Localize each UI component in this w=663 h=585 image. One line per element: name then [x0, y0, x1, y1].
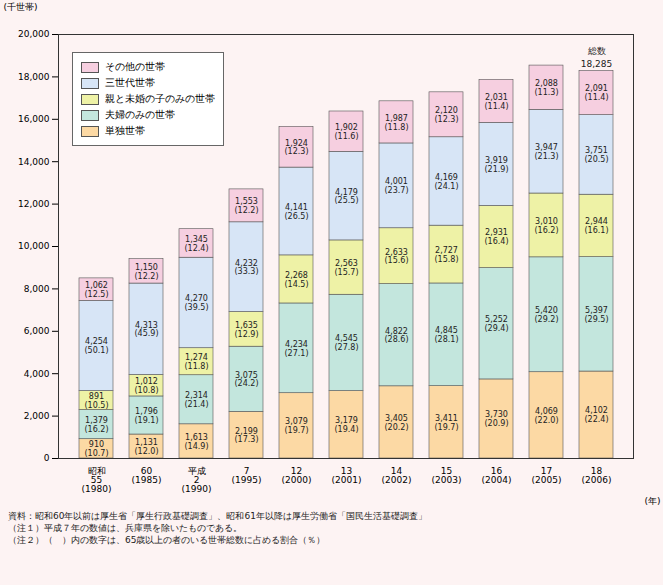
- svg-text:16,000: 16,000: [18, 114, 50, 124]
- svg-text:12,000: 12,000: [18, 199, 50, 209]
- svg-text:5,252(29.4): 5,252(29.4): [484, 315, 508, 333]
- svg-text:1,635(12.9): 1,635(12.9): [234, 321, 258, 339]
- svg-text:3,179(19.4): 3,179(19.4): [334, 416, 358, 434]
- svg-text:1,150(12.2): 1,150(12.2): [134, 263, 158, 281]
- svg-text:1,553(12.2): 1,553(12.2): [234, 197, 258, 215]
- svg-text:4,545(27.8): 4,545(27.8): [334, 334, 358, 352]
- svg-text:4,179(25.5): 4,179(25.5): [334, 188, 358, 206]
- svg-text:2,944(16.1): 2,944(16.1): [584, 217, 608, 235]
- svg-text:2,727(15.8): 2,727(15.8): [434, 246, 458, 264]
- svg-text:3,411(19.7): 3,411(19.7): [434, 414, 458, 432]
- svg-text:7(1995): 7(1995): [232, 466, 262, 485]
- svg-text:2,931(16.4): 2,931(16.4): [484, 228, 508, 246]
- svg-text:17(2005): 17(2005): [532, 466, 562, 485]
- svg-text:14(2002): 14(2002): [382, 466, 412, 485]
- svg-text:8,000: 8,000: [24, 284, 50, 294]
- svg-text:20,000: 20,000: [18, 29, 50, 39]
- svg-text:3,751(20.5): 3,751(20.5): [584, 146, 608, 164]
- svg-text:891(10.5): 891(10.5): [84, 392, 108, 410]
- svg-text:12(2000): 12(2000): [282, 466, 312, 485]
- html-text:（注１）平成７年の数値は、兵庫県を除いたものである。: （注１）平成７年の数値は、兵庫県を除いたものである。: [8, 523, 242, 533]
- svg-text:6,000: 6,000: [24, 326, 50, 336]
- html-text:（注２）（ ）内の数字は、65歳以上の者のいる世帯総数に占め: （注２）（ ）内の数字は、65歳以上の者のいる世帯総数に占める割合（％）: [8, 535, 326, 545]
- svg-text:5,397(29.5): 5,397(29.5): [584, 306, 608, 324]
- html-text:単独世帯: 単独世帯: [105, 125, 145, 136]
- svg-text:1,987(11.8): 1,987(11.8): [384, 114, 408, 132]
- svg-text:13(2001): 13(2001): [332, 466, 362, 485]
- svg-text:4,141(26.5): 4,141(26.5): [284, 203, 308, 221]
- svg-text:2,000: 2,000: [24, 411, 50, 421]
- svg-text:(年): (年): [644, 496, 660, 506]
- svg-text:4,313(45.9): 4,313(45.9): [134, 321, 158, 339]
- svg-text:18,285: 18,285: [581, 59, 613, 69]
- svg-text:0: 0: [44, 453, 50, 463]
- svg-text:2,268(14.5): 2,268(14.5): [284, 271, 308, 289]
- html-text:三世代世帯: 三世代世帯: [105, 77, 155, 88]
- svg-text:2,031(11.4): 2,031(11.4): [484, 93, 508, 111]
- svg-text:2,091(11.4): 2,091(11.4): [584, 84, 608, 102]
- svg-text:2,314(21.4): 2,314(21.4): [184, 391, 208, 409]
- svg-text:18,000: 18,000: [18, 72, 50, 82]
- svg-text:4,254(50.1): 4,254(50.1): [84, 337, 108, 355]
- svg-text:4,169(24.1): 4,169(24.1): [434, 173, 458, 191]
- svg-text:10,000: 10,000: [18, 241, 50, 251]
- svg-text:910(10.7): 910(10.7): [84, 440, 108, 458]
- svg-text:2,633(15.6): 2,633(15.6): [384, 248, 408, 266]
- svg-text:3,010(16.2): 3,010(16.2): [534, 217, 558, 235]
- svg-text:1,613(14.9): 1,613(14.9): [184, 433, 208, 451]
- svg-text:3,079(19.7): 3,079(19.7): [284, 417, 308, 435]
- svg-text:3,405(20.2): 3,405(20.2): [384, 414, 408, 432]
- svg-text:1,796(19.1): 1,796(19.1): [134, 407, 158, 425]
- svg-text:60(1985): 60(1985): [132, 466, 162, 485]
- svg-text:1,902(11.6): 1,902(11.6): [334, 123, 358, 141]
- svg-text:1,924(12.3): 1,924(12.3): [284, 139, 308, 157]
- svg-text:4,234(27.1): 4,234(27.1): [284, 340, 308, 358]
- svg-text:4,001(23.7): 4,001(23.7): [384, 177, 408, 195]
- svg-text:1,062(12.5): 1,062(12.5): [84, 281, 108, 299]
- svg-text:4,102(22.4): 4,102(22.4): [584, 406, 608, 424]
- svg-text:2,563(15.7): 2,563(15.7): [334, 259, 358, 277]
- html-text:夫婦のみの世帯: 夫婦のみの世帯: [105, 109, 175, 120]
- html-text:親と未婚の子のみの世帯: 親と未婚の子のみの世帯: [105, 93, 215, 104]
- html-text:資料：昭和60年以前は厚生省「厚生行政基礎調査」、昭和61年: 資料：昭和60年以前は厚生省「厚生行政基礎調査」、昭和61年以降は厚生労働省「国…: [8, 511, 427, 521]
- svg-text:16(2004): 16(2004): [482, 466, 512, 485]
- svg-text:(千世帯): (千世帯): [4, 2, 38, 12]
- svg-text:1,379(16.2): 1,379(16.2): [84, 416, 108, 434]
- svg-text:3,730(20.9): 3,730(20.9): [484, 410, 508, 428]
- svg-text:昭和55(1980): 昭和55(1980): [82, 466, 112, 494]
- svg-text:1,012(10.8): 1,012(10.8): [134, 377, 158, 395]
- svg-text:1,345(12.4): 1,345(12.4): [184, 235, 208, 253]
- svg-text:1,274(11.8): 1,274(11.8): [184, 353, 208, 371]
- svg-text:平成2(1990): 平成2(1990): [182, 466, 212, 494]
- svg-text:1,131(12.0): 1,131(12.0): [134, 438, 158, 456]
- svg-text:4,000: 4,000: [24, 369, 50, 379]
- svg-text:4,232(33.3): 4,232(33.3): [234, 259, 258, 277]
- svg-text:2,199(17.3): 2,199(17.3): [234, 427, 258, 445]
- html-text:その他の世帯: その他の世帯: [105, 61, 165, 72]
- svg-text:2,120(12.3): 2,120(12.3): [434, 106, 458, 124]
- svg-text:5,420(29.2): 5,420(29.2): [534, 306, 558, 324]
- svg-text:2,088(11.3): 2,088(11.3): [534, 79, 558, 97]
- svg-text:15(2003): 15(2003): [432, 466, 462, 485]
- svg-text:4,270(39.5): 4,270(39.5): [184, 294, 208, 312]
- svg-text:3,075(24.2): 3,075(24.2): [234, 371, 258, 389]
- svg-text:14,000: 14,000: [18, 157, 50, 167]
- svg-text:総数: 総数: [587, 46, 606, 56]
- svg-text:3,919(21.9): 3,919(21.9): [484, 156, 508, 174]
- svg-text:3,947(21.3): 3,947(21.3): [534, 143, 558, 161]
- svg-text:4,845(28.1): 4,845(28.1): [434, 326, 458, 344]
- svg-text:4,822(28.6): 4,822(28.6): [384, 327, 408, 345]
- svg-text:18(2006): 18(2006): [582, 466, 612, 485]
- svg-text:4,069(22.0): 4,069(22.0): [534, 407, 558, 425]
